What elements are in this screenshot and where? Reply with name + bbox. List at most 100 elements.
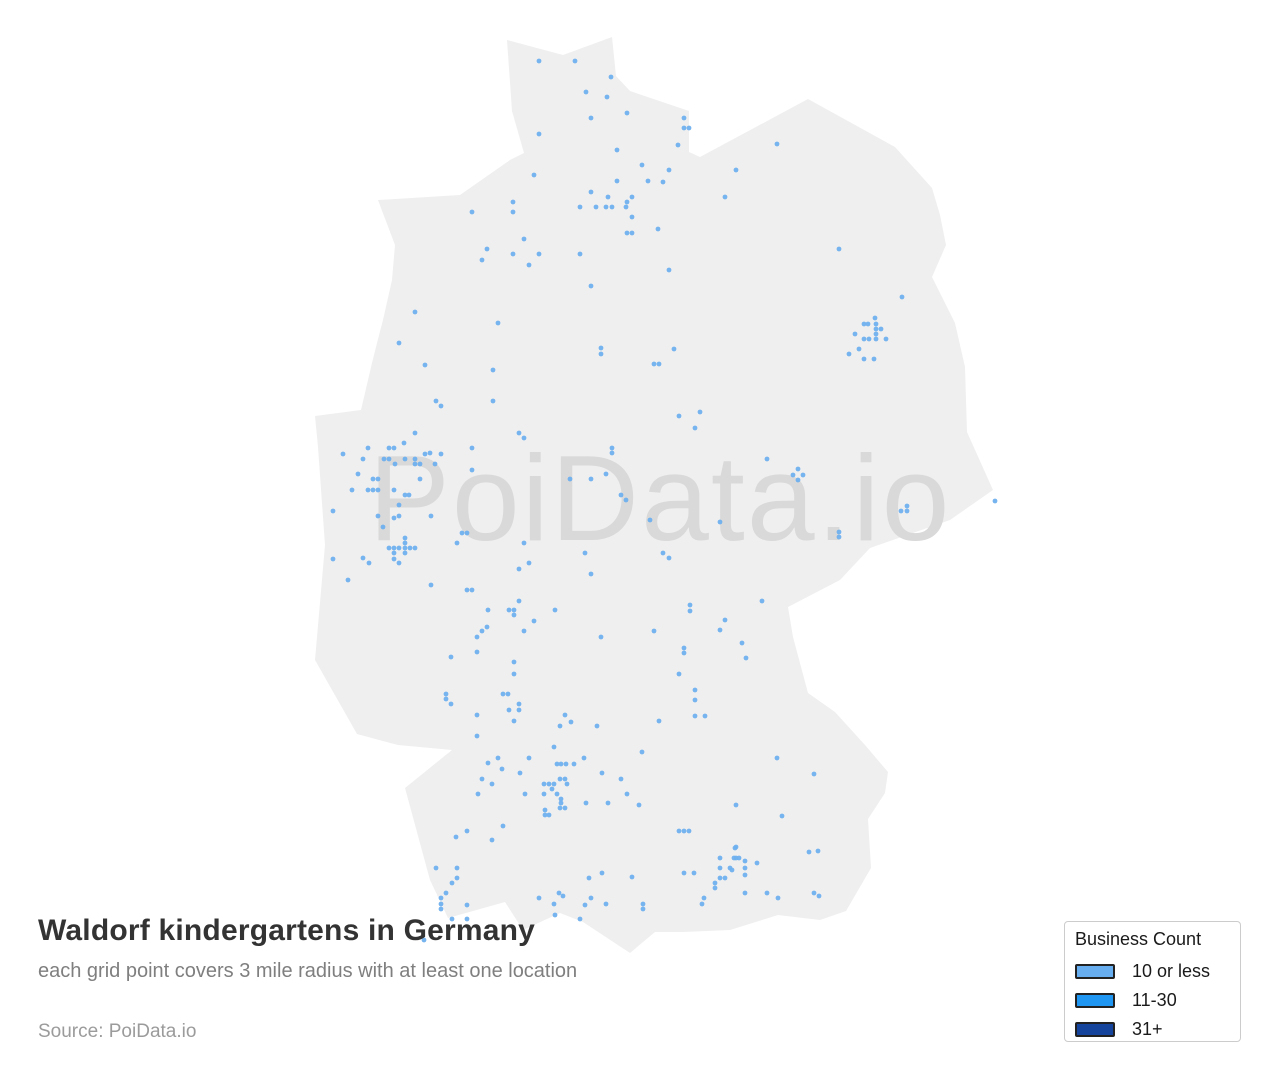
- poi-dot: [811, 771, 817, 777]
- poi-dot: [686, 828, 692, 834]
- poi-dot: [391, 487, 397, 493]
- poi-dot: [609, 450, 615, 456]
- poi-dot: [417, 476, 423, 482]
- poi-dot: [366, 560, 372, 566]
- poi-dot: [588, 571, 594, 577]
- poi-dot: [899, 294, 905, 300]
- poi-dot: [872, 315, 878, 321]
- poi-dot: [365, 487, 371, 493]
- poi-dot: [542, 812, 548, 818]
- poi-dot: [629, 194, 635, 200]
- poi-dot: [815, 848, 821, 854]
- poi-dot: [475, 791, 481, 797]
- legend-swatch-low: [1075, 964, 1115, 979]
- poi-dot: [873, 321, 879, 327]
- poi-dot: [675, 142, 681, 148]
- poi-dot: [433, 398, 439, 404]
- legend-label-low: 10 or less: [1132, 961, 1211, 981]
- poi-dot: [521, 435, 527, 441]
- poi-dot: [365, 445, 371, 451]
- poi-dot: [687, 608, 693, 614]
- poi-dot: [536, 251, 542, 257]
- poi-dot: [883, 336, 889, 342]
- legend-swatch-high: [1075, 1022, 1115, 1037]
- poi-dot: [402, 545, 408, 551]
- poi-dot: [873, 336, 879, 342]
- poi-dot: [391, 545, 397, 551]
- poi-dot: [764, 456, 770, 462]
- poi-dot: [676, 413, 682, 419]
- poi-dot: [603, 901, 609, 907]
- poi-dot: [449, 916, 455, 922]
- poi-dot: [629, 214, 635, 220]
- poi-dot: [687, 602, 693, 608]
- poi-dot: [811, 890, 817, 896]
- poi-dot: [692, 425, 698, 431]
- poi-dot: [871, 356, 877, 362]
- poi-dot: [692, 687, 698, 693]
- poi-dot: [599, 770, 605, 776]
- poi-dot: [479, 257, 485, 263]
- poi-dot: [692, 697, 698, 703]
- poi-dot: [531, 172, 537, 178]
- poi-dot: [521, 628, 527, 634]
- poi-dot: [586, 875, 592, 881]
- source-credit: Source: PoiData.io: [38, 1021, 197, 1042]
- chart-title: Waldorf kindergartens in Germany: [38, 914, 536, 947]
- poi-dot: [651, 628, 657, 634]
- poi-dot: [500, 691, 506, 697]
- poi-dot: [558, 761, 564, 767]
- poi-dot: [355, 471, 361, 477]
- poi-dot: [505, 691, 511, 697]
- poi-dot: [836, 529, 842, 535]
- poi-dot: [846, 351, 852, 357]
- poi-dot: [396, 513, 402, 519]
- poi-dot: [558, 796, 564, 802]
- poi-dot: [421, 937, 427, 943]
- legend-title: Business Count: [1075, 929, 1202, 949]
- poi-dot: [624, 791, 630, 797]
- poi-dot: [681, 650, 687, 656]
- poi-dot: [577, 204, 583, 210]
- poi-dot: [640, 906, 646, 912]
- poi-dot: [526, 560, 532, 566]
- poi-dot: [448, 701, 454, 707]
- poi-dot: [655, 226, 661, 232]
- poi-dot: [636, 802, 642, 808]
- poi-dot: [861, 336, 867, 342]
- poi-dot: [438, 901, 444, 907]
- poi-dot: [412, 461, 418, 467]
- poi-dot: [558, 800, 564, 806]
- poi-dot: [345, 577, 351, 583]
- poi-dot: [551, 744, 557, 750]
- poi-dot: [572, 58, 578, 64]
- poi-dot: [386, 456, 392, 462]
- poi-dot: [464, 587, 470, 593]
- poi-dot: [624, 230, 630, 236]
- poi-dot: [474, 712, 480, 718]
- poi-dot: [469, 587, 475, 593]
- poi-dot: [866, 336, 872, 342]
- poi-dot: [551, 901, 557, 907]
- poi-dot: [554, 791, 560, 797]
- poi-dot: [701, 895, 707, 901]
- poi-dot: [443, 890, 449, 896]
- legend-label-mid: 11-30: [1132, 990, 1177, 1010]
- poi-dot: [511, 607, 517, 613]
- poi-dot: [391, 445, 397, 451]
- poi-dot: [506, 707, 512, 713]
- poi-dot: [552, 607, 558, 613]
- poi-dot: [464, 828, 470, 834]
- poi-dot: [422, 451, 428, 457]
- poi-dot: [742, 858, 748, 864]
- poi-dot: [697, 409, 703, 415]
- poi-dot: [588, 283, 594, 289]
- poi-dot: [800, 472, 806, 478]
- poi-dot: [676, 671, 682, 677]
- poi-dot: [517, 770, 523, 776]
- poi-dot: [873, 331, 879, 337]
- poi-dot: [402, 492, 408, 498]
- legend-swatch-mid: [1075, 993, 1115, 1008]
- poi-dot: [593, 204, 599, 210]
